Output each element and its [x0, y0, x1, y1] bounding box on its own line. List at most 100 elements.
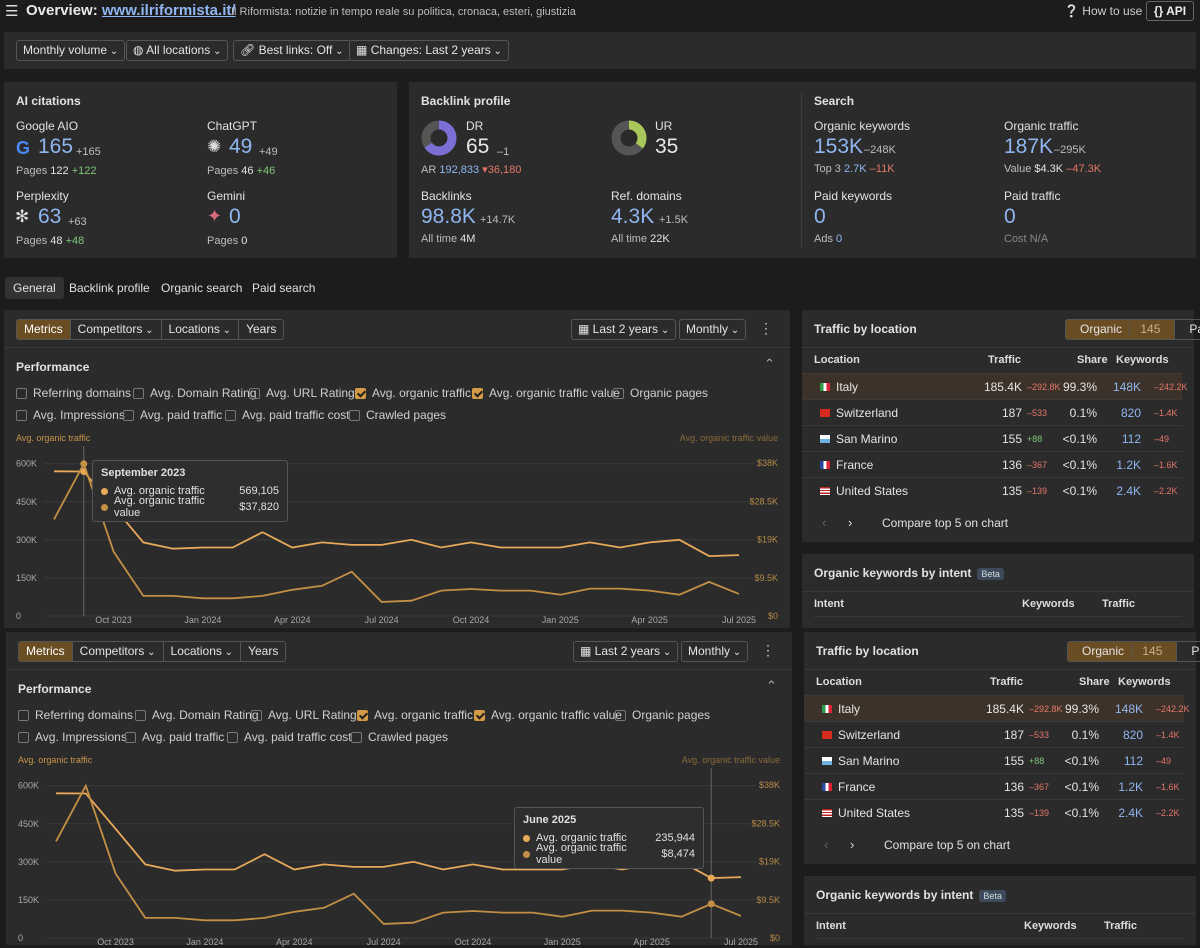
prev-page-icon[interactable]: ‹: [822, 515, 827, 530]
metric-checkbox[interactable]: Avg. organic traffic value: [472, 386, 620, 400]
next-page-icon[interactable]: ›: [850, 837, 855, 852]
gemini-value[interactable]: 0: [229, 205, 241, 228]
api-button[interactable]: {} API: [1146, 1, 1194, 21]
next-page-icon[interactable]: ›: [848, 515, 853, 530]
perplexity-value[interactable]: 63: [38, 205, 62, 228]
metric-checkbox[interactable]: Avg. paid traffic cost: [225, 408, 350, 422]
metric-checkbox[interactable]: Avg. paid traffic cost: [227, 730, 352, 744]
domain-link[interactable]: www.ilriformista.it/: [101, 2, 236, 19]
series-line-0: [53, 470, 740, 558]
location-row[interactable]: Switzerland 187 –533 0.1% 820 –1.4K: [802, 399, 1182, 425]
prev-page-icon[interactable]: ‹: [824, 837, 829, 852]
competitors-tab[interactable]: Competitors: [73, 642, 164, 661]
granularity-button[interactable]: Monthly: [679, 319, 747, 340]
location-row[interactable]: United States 135 –139 <0.1% 2.4K –2.2K: [802, 477, 1182, 503]
location-row[interactable]: Switzerland 187 –533 0.1% 820 –1.4K: [804, 721, 1184, 747]
organic-toggle[interactable]: Organic 145: [1068, 642, 1178, 661]
beta-badge: Beta: [977, 568, 1004, 580]
location-row[interactable]: United States 135 –139 <0.1% 2.4K –2.2K: [804, 799, 1184, 825]
x-tick: Apr 2025: [633, 937, 670, 947]
locations-tab[interactable]: Locations: [162, 320, 240, 339]
column-header[interactable]: Keywords: [1118, 676, 1171, 688]
menu-icon[interactable]: ☰: [5, 3, 19, 20]
how-to-use-link[interactable]: ❔ How to use: [1064, 4, 1143, 18]
collapse-icon[interactable]: ⌃: [766, 678, 777, 693]
volume-filter[interactable]: Monthly volume: [16, 40, 126, 61]
metric-checkbox[interactable]: Avg. Domain Rating: [133, 386, 257, 400]
backlinks-value[interactable]: 98.8K: [421, 205, 476, 228]
organic-traffic-value[interactable]: 187K: [1004, 135, 1054, 158]
column-header[interactable]: Share: [1079, 676, 1110, 688]
metric-checkbox[interactable]: Crawled pages: [349, 408, 446, 422]
column-header[interactable]: Traffic: [1104, 920, 1138, 932]
column-header[interactable]: Share: [1077, 354, 1108, 366]
metric-checkbox[interactable]: Avg. Impressions: [18, 730, 127, 744]
tab-general[interactable]: General: [5, 277, 64, 299]
metric-checkbox[interactable]: Referring domains: [16, 386, 131, 400]
compare-top5-link[interactable]: Compare top 5 on chart: [884, 838, 1011, 852]
column-header: Intent: [816, 920, 846, 932]
metric-checkbox[interactable]: Avg. URL Rating: [249, 386, 355, 400]
location-row[interactable]: Italy 185.4K –292.8K 99.3% 148K –242.2K: [804, 695, 1190, 721]
column-header[interactable]: Keywords: [1116, 354, 1169, 366]
metric-checkbox[interactable]: Avg. organic traffic: [355, 386, 471, 400]
refdomains-label: Ref. domains: [611, 189, 682, 203]
column-header[interactable]: Keywords: [1024, 920, 1077, 932]
date-range-button[interactable]: ▦ Last 2 years: [573, 641, 679, 662]
column-header[interactable]: Traffic: [988, 354, 1022, 366]
metric-checkbox[interactable]: Avg. Impressions: [16, 408, 125, 422]
collapse-icon[interactable]: ⌃: [764, 356, 775, 371]
column-header[interactable]: Traffic: [990, 676, 1024, 688]
years-tab[interactable]: Years: [246, 322, 277, 336]
location-row[interactable]: France 136 –367 <0.1% 1.2K –1.6K: [802, 451, 1182, 477]
tab-paid-search[interactable]: Paid search: [252, 281, 316, 295]
metric-checkbox[interactable]: Referring domains: [18, 708, 133, 722]
tab-backlink-profile[interactable]: Backlink profile: [69, 281, 150, 295]
metric-checkbox[interactable]: Organic pages: [613, 386, 708, 400]
dr-value[interactable]: 65: [466, 135, 490, 158]
organic-paid-toggle: Organic 145Paid 0: [1065, 319, 1200, 340]
competitors-tab[interactable]: Competitors: [71, 320, 162, 339]
location-row[interactable]: Italy 185.4K –292.8K 99.3% 148K –242.2K: [802, 373, 1188, 399]
metric-checkbox[interactable]: Avg. paid traffic: [125, 730, 224, 744]
metric-checkbox[interactable]: Crawled pages: [351, 730, 448, 744]
refdomains-value[interactable]: 4.3K: [611, 205, 655, 228]
compare-top5-link[interactable]: Compare top 5 on chart: [882, 516, 1009, 530]
organic-keywords-value[interactable]: 153K: [814, 135, 864, 158]
tab-organic-search[interactable]: Organic search: [161, 281, 243, 295]
locations-tab[interactable]: Locations: [164, 642, 242, 661]
metric-checkbox[interactable]: Avg. organic traffic value: [474, 708, 622, 722]
column-header[interactable]: Traffic: [1102, 598, 1136, 610]
gemini-pages: Pages 0: [207, 235, 248, 247]
metrics-tab[interactable]: Metrics: [19, 642, 73, 661]
organic-paid-toggle: Organic 145Paid 0: [1067, 641, 1200, 662]
checkbox-unchecked-icon: [251, 709, 262, 721]
best-links-filter[interactable]: 🔗︎ Best links: Off: [233, 40, 351, 61]
location-row[interactable]: France 136 –367 <0.1% 1.2K –1.6K: [804, 773, 1184, 799]
google-aio-value[interactable]: 165: [38, 135, 74, 158]
perplexity-label: Perplexity: [16, 189, 69, 203]
more-options-icon[interactable]: ⋮: [759, 320, 773, 336]
metrics-tab[interactable]: Metrics: [17, 320, 71, 339]
metric-checkbox[interactable]: Avg. organic traffic: [357, 708, 473, 722]
chatgpt-value[interactable]: 49: [229, 135, 253, 158]
paid-toggle[interactable]: Paid 0: [1177, 642, 1200, 661]
metric-checkbox[interactable]: Organic pages: [615, 708, 710, 722]
paid-traffic-value[interactable]: 0: [1004, 205, 1016, 228]
ur-value[interactable]: 35: [655, 135, 679, 158]
granularity-button[interactable]: Monthly: [681, 641, 749, 662]
locations-filter[interactable]: ◍ All locations: [126, 40, 229, 61]
paid-toggle[interactable]: Paid 0: [1175, 320, 1200, 339]
paid-keywords-value[interactable]: 0: [814, 205, 826, 228]
metric-checkbox[interactable]: Avg. Domain Rating: [135, 708, 259, 722]
changes-filter[interactable]: ▦ Changes: Last 2 years: [349, 40, 509, 61]
more-options-icon[interactable]: ⋮: [761, 642, 775, 658]
metric-checkbox[interactable]: Avg. paid traffic: [123, 408, 222, 422]
date-range-button[interactable]: ▦ Last 2 years: [571, 319, 677, 340]
organic-toggle[interactable]: Organic 145: [1066, 320, 1176, 339]
years-tab[interactable]: Years: [248, 644, 279, 658]
column-header[interactable]: Keywords: [1022, 598, 1075, 610]
location-row[interactable]: San Marino 155 +88 <0.1% 112 –49: [804, 747, 1184, 773]
location-row[interactable]: San Marino 155 +88 <0.1% 112 –49: [802, 425, 1182, 451]
metric-checkbox[interactable]: Avg. URL Rating: [251, 708, 357, 722]
